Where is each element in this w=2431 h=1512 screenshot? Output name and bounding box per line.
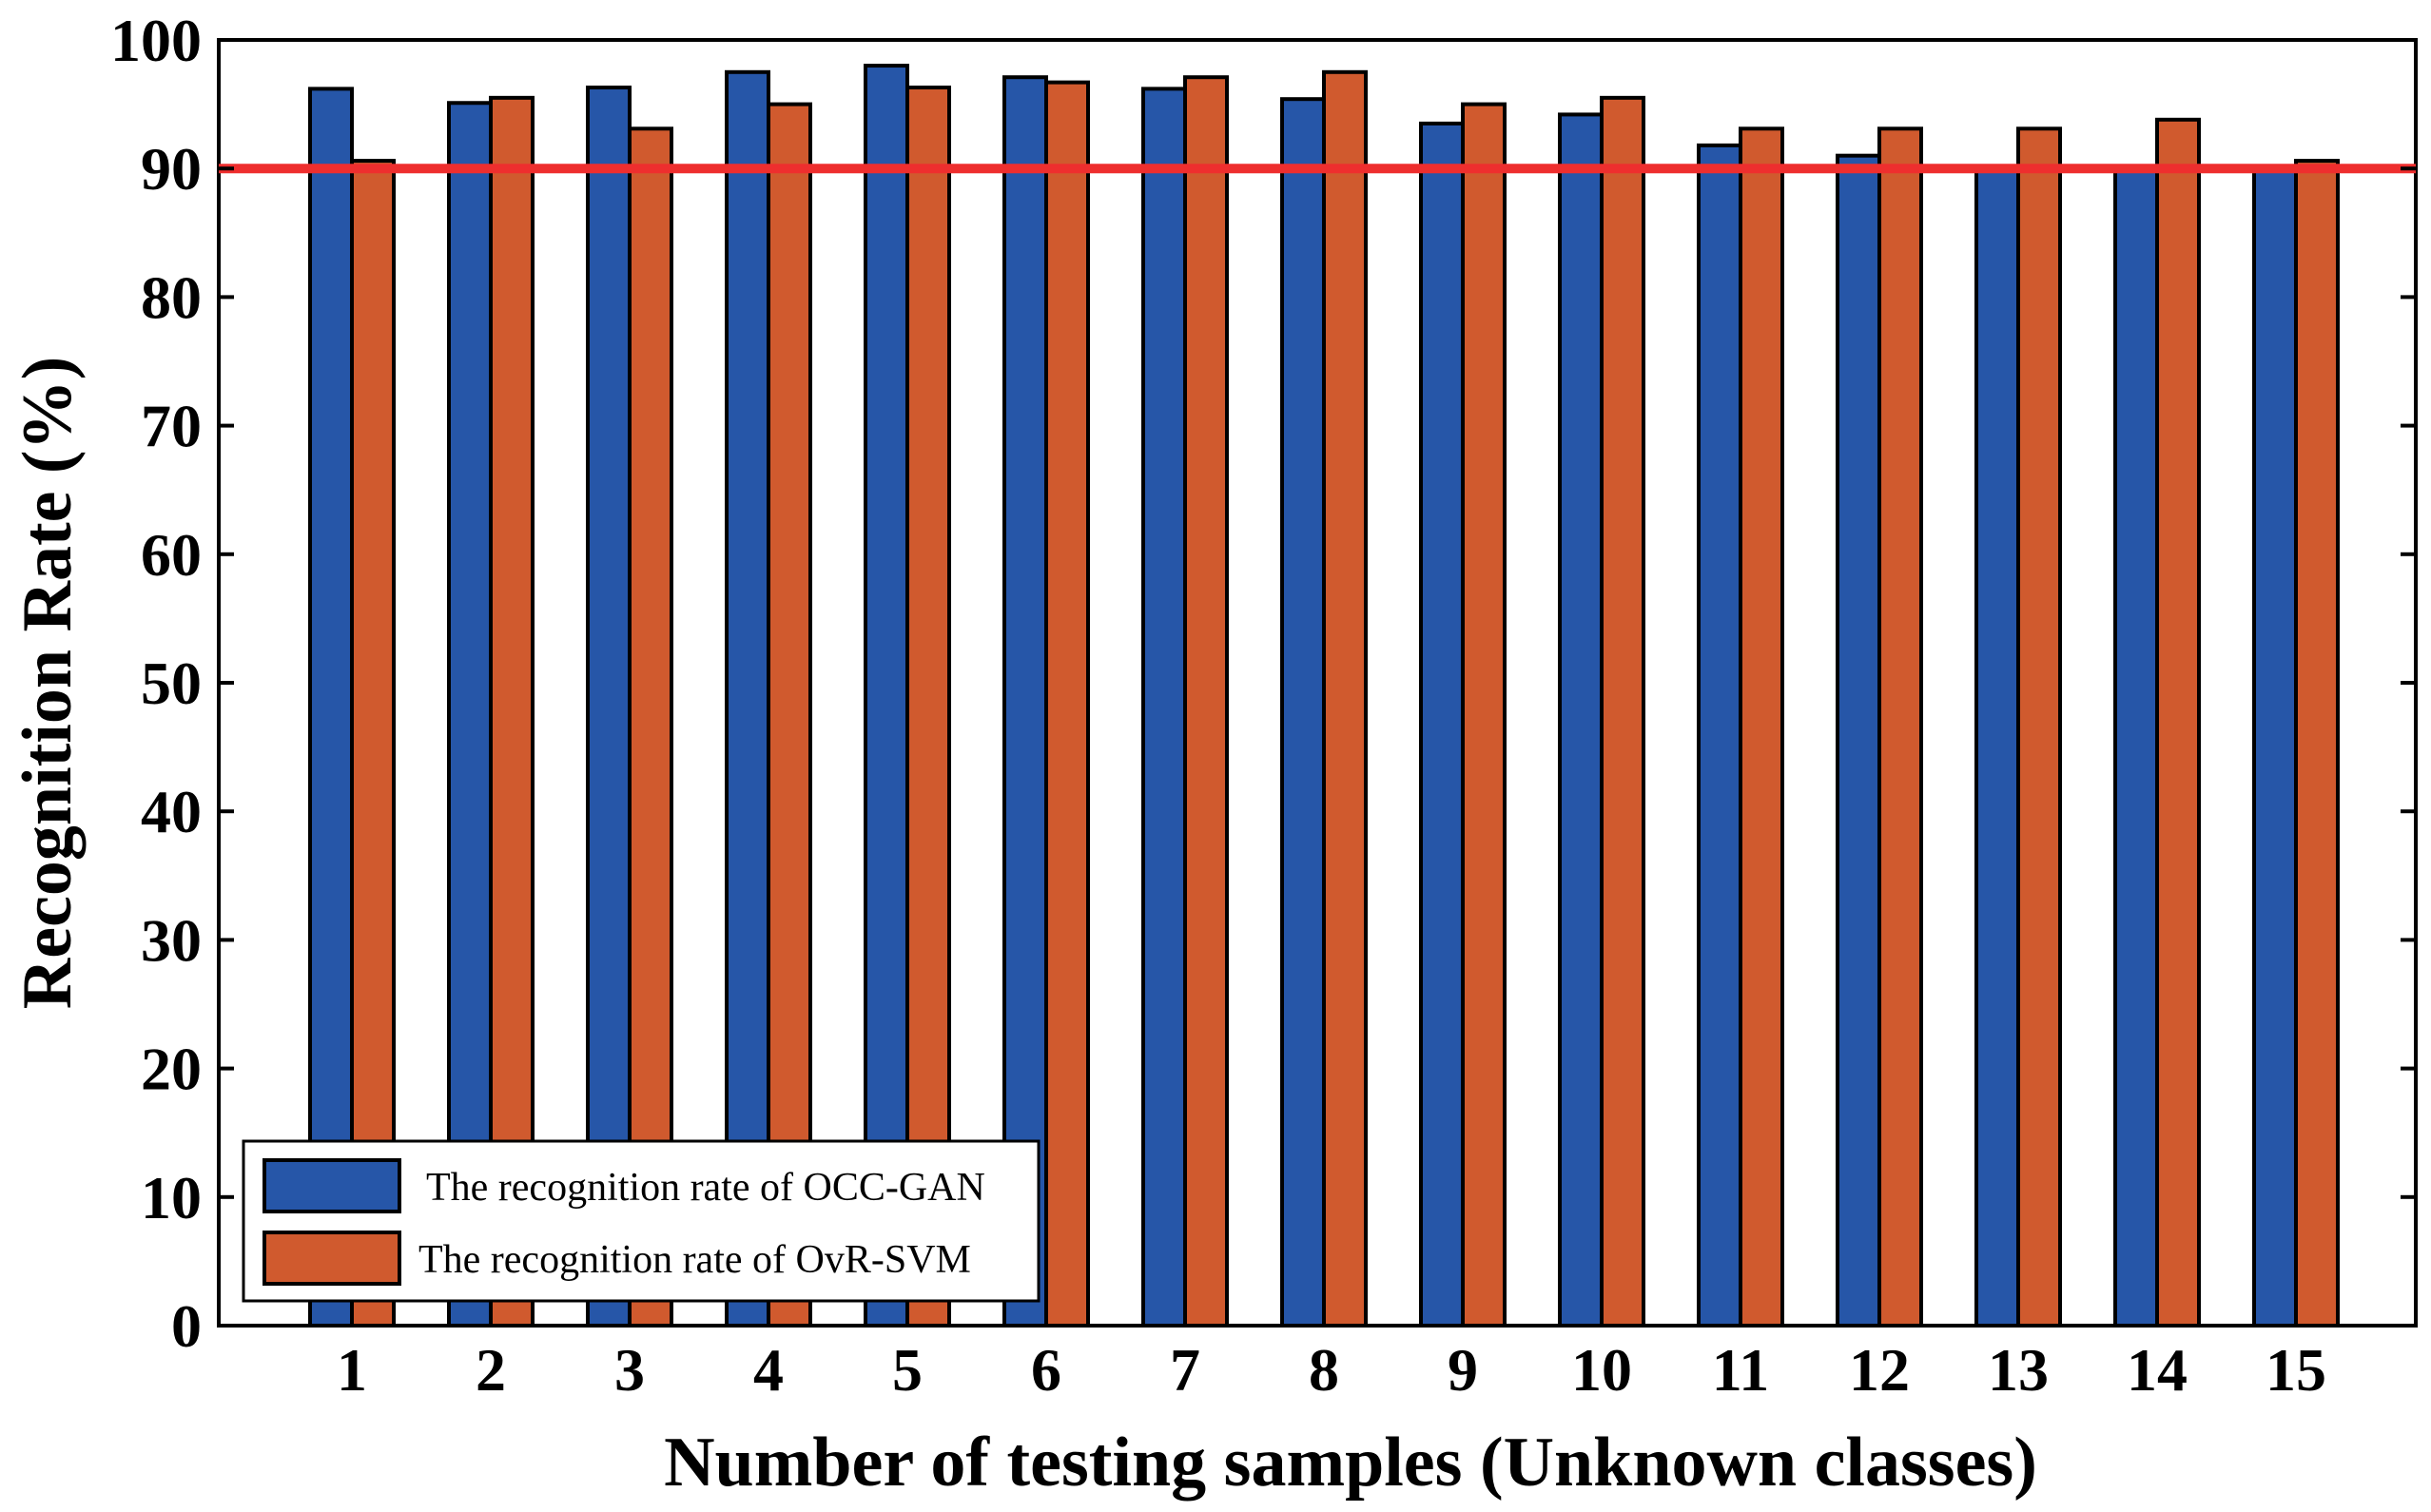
bar-occ-gan-11 (1697, 143, 1742, 1328)
x-axis-title: Number of testing samples (Unknown class… (664, 1424, 2037, 1502)
x-tick-label-7: 7 (1170, 1336, 1200, 1404)
bar-occ-gan-6 (1002, 75, 1048, 1328)
x-tick-label-1: 1 (337, 1336, 367, 1404)
y-tick-label-30: 30 (141, 906, 202, 974)
bar-ovr-svm-15 (2294, 159, 2340, 1328)
legend-swatch-ovr-svm (263, 1231, 401, 1286)
bar-ovr-svm-2 (489, 95, 535, 1328)
x-tick-label-8: 8 (1309, 1336, 1339, 1404)
bar-occ-gan-15 (2252, 164, 2298, 1328)
bar-occ-gan-14 (2113, 164, 2159, 1328)
bar-ovr-svm-11 (1739, 126, 1784, 1328)
bar-occ-gan-8 (1280, 97, 1326, 1328)
bar-ovr-svm-14 (2155, 117, 2201, 1328)
x-tick-label-3: 3 (614, 1336, 645, 1404)
bar-ovr-svm-9 (1461, 102, 1507, 1328)
bar-occ-gan-4 (725, 69, 770, 1328)
y-tick-label-100: 100 (110, 7, 202, 74)
y-axis-ticks: 0 10 20 30 40 50 60 70 80 90 100 (110, 7, 2416, 1360)
bar-occ-gan-1 (308, 87, 354, 1328)
bar-ovr-svm-3 (628, 126, 673, 1328)
y-tick-label-40: 40 (141, 778, 202, 845)
y-tick-label-0: 0 (171, 1292, 202, 1360)
x-tick-label-2: 2 (476, 1336, 506, 1404)
y-axis-title: Recognition Rate (%) (9, 357, 87, 1009)
bar-occ-gan-10 (1558, 112, 1604, 1328)
bar-ovr-svm-6 (1044, 80, 1090, 1328)
bar-occ-gan-9 (1419, 121, 1465, 1328)
bar-ovr-svm-13 (2016, 126, 2062, 1328)
x-tick-label-4: 4 (753, 1336, 784, 1404)
legend-label-occ-gan: The recognition rate of OCC-GAN (426, 1166, 985, 1210)
bar-ovr-svm-7 (1183, 75, 1229, 1328)
bar-ovr-svm-4 (767, 102, 812, 1328)
x-tick-label-10: 10 (1571, 1336, 1632, 1404)
y-tick-label-20: 20 (141, 1036, 202, 1103)
y-tick-label-10: 10 (141, 1164, 202, 1231)
y-tick-label-90: 90 (141, 135, 202, 203)
bar-ovr-svm-5 (905, 86, 951, 1328)
bar-occ-gan-5 (864, 64, 909, 1328)
y-tick-label-60: 60 (141, 521, 202, 589)
y-tick-label-80: 80 (141, 263, 202, 331)
x-tick-label-5: 5 (892, 1336, 923, 1404)
bar-occ-gan-13 (1974, 164, 2020, 1328)
bar-ovr-svm-1 (350, 159, 396, 1328)
x-tick-label-12: 12 (1849, 1336, 1910, 1404)
x-tick-label-14: 14 (2127, 1336, 2188, 1404)
legend-swatch-occ-gan (263, 1158, 401, 1213)
bar-occ-gan-7 (1141, 87, 1187, 1328)
x-tick-label-9: 9 (1448, 1336, 1478, 1404)
legend-label-ovr-svm: The recognition rate of OvR-SVM (418, 1238, 971, 1282)
y-tick-label-50: 50 (141, 649, 202, 717)
x-tick-label-11: 11 (1712, 1336, 1769, 1404)
x-tick-label-6: 6 (1031, 1336, 1061, 1404)
bar-ovr-svm-8 (1322, 69, 1368, 1328)
x-tick-label-15: 15 (2266, 1336, 2326, 1404)
bar-ovr-svm-10 (1600, 95, 1645, 1328)
bar-occ-gan-12 (1836, 153, 1881, 1328)
legend: The recognition rate of OCC-GAN The reco… (242, 1139, 1040, 1303)
bar-ovr-svm-12 (1877, 126, 1923, 1328)
x-tick-label-13: 13 (1988, 1336, 2049, 1404)
x-axis-ticks: 1 2 3 4 5 6 7 8 9 10 11 12 13 14 15 (337, 1312, 2326, 1404)
bars (308, 64, 2340, 1328)
y-tick-label-70: 70 (141, 393, 202, 460)
